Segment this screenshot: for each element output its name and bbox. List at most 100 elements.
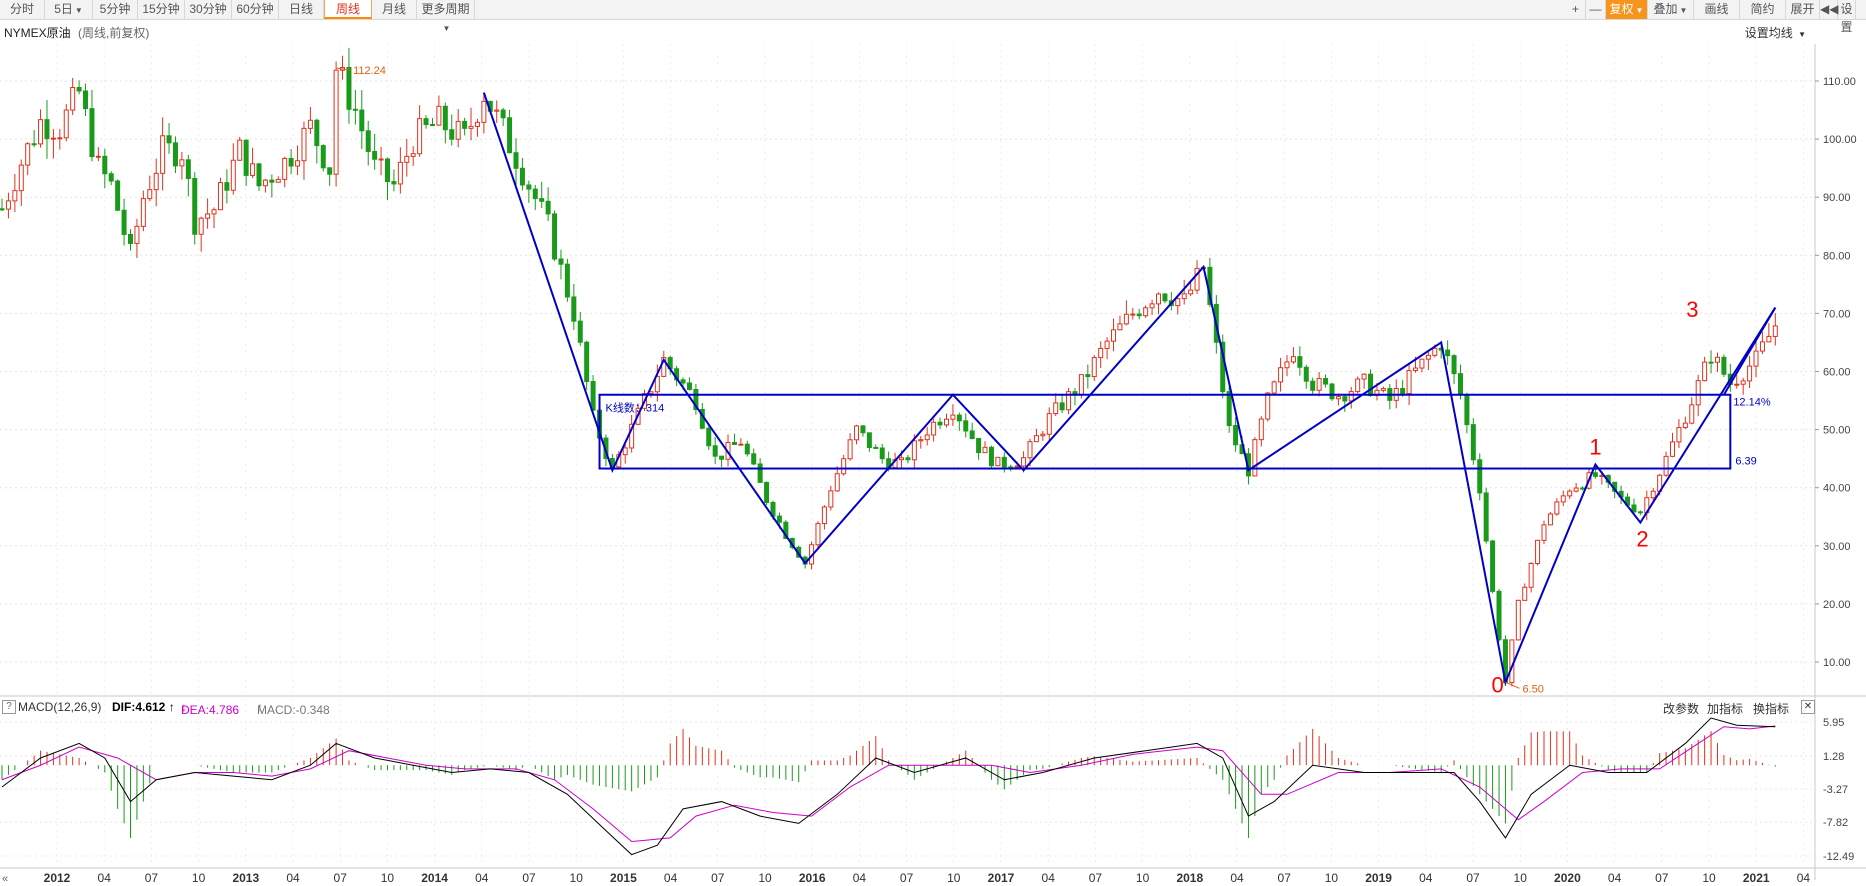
toolbar-right-button-0[interactable]: + <box>1566 0 1586 19</box>
period-tab-4[interactable]: 30分钟 <box>185 0 232 19</box>
toolbar-right-label: 展开 <box>1790 2 1815 16</box>
candle-body <box>1702 361 1708 382</box>
chart-subtitle: (周线,前复权) <box>78 26 150 40</box>
period-tab-6[interactable]: 日线 <box>279 0 324 19</box>
candle-body <box>1586 472 1592 489</box>
candle-body <box>1252 439 1258 477</box>
level-label: 6.39 <box>1735 456 1756 468</box>
change-indicator-button[interactable]: 换指标 <box>1753 702 1790 716</box>
toolbar-right-button-8[interactable]: 设置 <box>1838 0 1856 34</box>
candle-body <box>828 490 834 508</box>
toolbar-right-button-1[interactable]: — <box>1586 0 1606 19</box>
x-tick-label: 04 <box>1608 871 1622 885</box>
y-tick-label: 50.00 <box>1823 425 1851 437</box>
candle-body <box>886 458 892 469</box>
x-tick-label: 2016 <box>799 871 826 885</box>
toolbar-right-button-7[interactable]: ◀◀ <box>1820 0 1838 19</box>
toolbar-right-button-6[interactable]: 展开 <box>1786 0 1820 19</box>
toolbar-right-label: 设置 <box>1840 2 1853 34</box>
candle-body <box>1496 590 1502 641</box>
candle-body <box>1470 424 1476 461</box>
period-tab-9[interactable]: 更多周期 ▼ <box>417 0 475 33</box>
chevron-down-icon: ▼ <box>74 6 83 15</box>
candle-body <box>1123 313 1129 325</box>
candle-body <box>526 184 532 190</box>
macd-tick-label: -3.27 <box>1823 784 1848 796</box>
candle-body <box>1599 474 1605 477</box>
chevron-down-icon: ▼ <box>442 24 451 33</box>
close-icon[interactable]: ✕ <box>1801 700 1815 714</box>
candle-body <box>776 515 782 523</box>
candle-body <box>699 408 705 429</box>
toolbar-right-button-4[interactable]: 画线 <box>1694 0 1740 19</box>
candle-body <box>1310 380 1316 391</box>
candle-body <box>1021 457 1027 467</box>
candle-body <box>442 105 448 131</box>
y-tick-label: 10.00 <box>1823 657 1851 669</box>
x-tick-label: 04 <box>664 871 678 885</box>
candle-body <box>346 66 352 110</box>
help-icon[interactable]: ? <box>2 700 16 714</box>
candle-body <box>513 152 519 169</box>
candle-body <box>847 439 853 460</box>
period-tab-label: 分时 <box>9 2 34 16</box>
toolbar-right-button-2[interactable]: 复权 ▼ <box>1606 0 1648 19</box>
candle-body <box>943 418 949 426</box>
candle-body <box>603 437 609 459</box>
add-indicator-button[interactable]: 加指标 <box>1707 702 1744 716</box>
candle-body <box>1104 340 1110 349</box>
period-tab-2[interactable]: 5分钟 <box>93 0 138 19</box>
period-tab-label: 5日 <box>54 2 73 16</box>
candle-body <box>635 407 641 425</box>
x-tick-label: 2015 <box>610 871 637 885</box>
candle-body <box>44 119 50 140</box>
period-tab-5[interactable]: 60分钟 <box>232 0 279 19</box>
candle-body <box>1368 373 1374 397</box>
x-tick-label: 04 <box>1230 871 1244 885</box>
candle-body <box>1033 435 1039 443</box>
candle-body <box>1522 586 1528 601</box>
candle-body <box>873 446 879 449</box>
candle-body <box>892 459 898 469</box>
dif-line <box>1 717 1776 856</box>
period-tab-label: 60分钟 <box>236 2 274 16</box>
x-tick-label: 2018 <box>1176 871 1203 885</box>
set-ma-button[interactable]: 设置均线 ▼ <box>1745 24 1806 41</box>
edit-params-button[interactable]: 改参数 <box>1663 702 1700 716</box>
wave-line <box>1723 307 1777 396</box>
period-tab-1[interactable]: 5日 ▼ <box>45 0 93 19</box>
candle-body <box>1631 504 1637 513</box>
toolbar-right-button-5[interactable]: 简约 <box>1740 0 1786 19</box>
wave-label: 2 <box>1636 527 1648 552</box>
y-tick-label: 40.00 <box>1823 483 1851 495</box>
macd-hist-value: MACD:-0.348 ↑ <box>257 700 330 717</box>
candle-body <box>1477 459 1483 494</box>
candle-body <box>50 137 56 140</box>
candle-body <box>815 523 821 546</box>
candle-body <box>1573 487 1579 492</box>
candle-body <box>83 90 89 110</box>
extreme-pointer <box>1505 681 1520 689</box>
toolbar-right-label: 画线 <box>1704 2 1729 16</box>
candle-body <box>1528 562 1534 588</box>
scroll-left-icon: « <box>2 873 8 885</box>
candle-body <box>1695 380 1701 406</box>
candle-body <box>487 100 493 112</box>
period-tab-8[interactable]: 月线 <box>372 0 417 19</box>
extreme-price-label: 112.24 <box>353 65 386 77</box>
candle-body <box>564 263 570 298</box>
toolbar-right-button-3[interactable]: 叠加 ▼ <box>1648 0 1694 19</box>
candle-body <box>1226 391 1232 427</box>
candle-body <box>1727 373 1733 386</box>
candle-body <box>1181 293 1187 300</box>
candle-body <box>558 258 564 265</box>
candle-body <box>243 139 249 176</box>
x-tick-label: 2017 <box>988 871 1015 885</box>
period-tab-0[interactable]: 分时 <box>0 0 45 19</box>
candle-body <box>436 105 442 126</box>
candle-body <box>764 481 770 503</box>
candle-body <box>789 537 795 548</box>
period-tab-3[interactable]: 15分钟 <box>138 0 185 19</box>
period-tab-7[interactable]: 周线 <box>324 0 372 19</box>
